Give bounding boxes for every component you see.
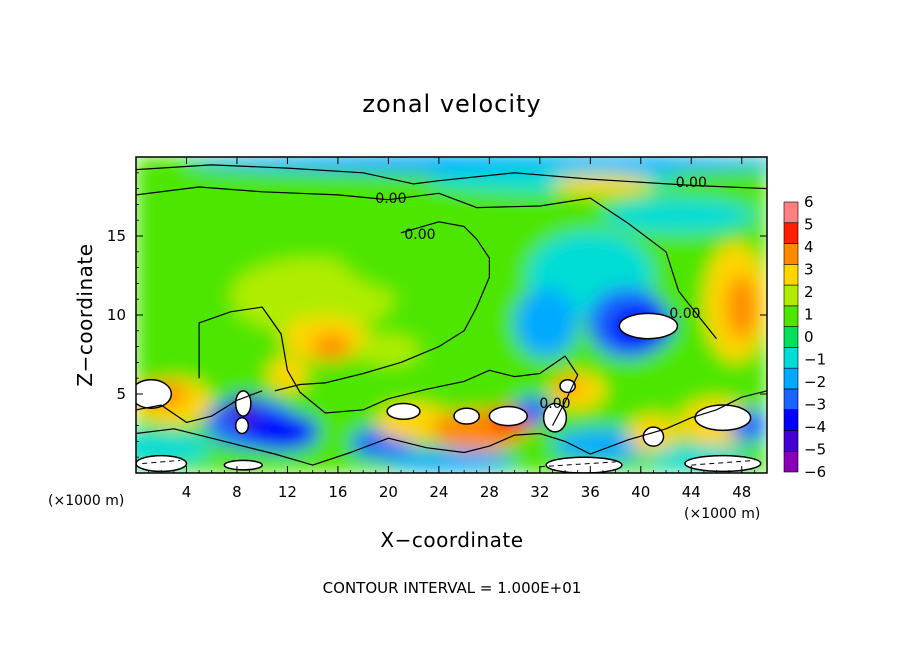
colorbar-tick-label: 3 <box>804 261 814 279</box>
colorbar-swatch <box>783 326 799 348</box>
colorbar-tick-label: 6 <box>804 193 814 211</box>
colorbar-swatch <box>783 305 799 327</box>
velocity-core <box>223 459 263 471</box>
velocity-field-blobs <box>136 157 767 473</box>
velocity-feature <box>552 175 654 195</box>
velocity-field-peaks <box>136 312 762 473</box>
velocity-core <box>694 404 752 432</box>
velocity-core <box>234 416 250 435</box>
colorbar-swatch <box>783 201 799 224</box>
colorbar-tick-label: 5 <box>804 216 814 234</box>
velocity-feature <box>312 333 351 360</box>
colorbar-tick-label: −3 <box>804 396 826 414</box>
y-axis-label: Z−coordinate <box>73 243 97 386</box>
zero-contour <box>136 390 767 466</box>
contour-label: 0.00 <box>669 306 700 322</box>
velocity-feature <box>267 357 308 393</box>
velocity-core <box>386 402 421 421</box>
velocity-feature <box>243 412 319 451</box>
velocity-feature <box>337 204 566 300</box>
contour-lines <box>136 164 767 468</box>
velocity-core <box>684 454 762 473</box>
velocity-feature <box>230 258 395 334</box>
velocity-feature <box>602 198 755 233</box>
colorbar-swatch <box>783 450 799 473</box>
colorbar: 6 5 4 3 2 1 0 −1 −2 −3 −4 −5 −6 <box>783 193 826 481</box>
zero-contour <box>136 164 767 190</box>
velocity-core <box>136 379 173 409</box>
colorbar-swatch <box>783 430 799 452</box>
velocity-core <box>618 312 679 340</box>
colorbar-swatch <box>783 367 799 390</box>
x-axis-ticks: 4 8 12 16 20 24 28 32 36 40 44 48 <box>135 157 768 501</box>
colorbar-swatch <box>783 264 799 286</box>
zero-contour <box>198 306 579 426</box>
x-tick-label: 36 <box>581 483 600 501</box>
velocity-core <box>488 405 528 427</box>
x-axis-label: X−coordinate <box>380 528 523 552</box>
colorbar-swatch <box>783 347 799 369</box>
colorbar-swatch <box>783 409 799 431</box>
y-tick-label: 10 <box>107 306 126 324</box>
x-tick-label: 12 <box>278 483 297 501</box>
colorbar-tick-label: −2 <box>804 373 826 391</box>
colorbar-tick-label: 2 <box>804 283 814 301</box>
x-tick-label: 24 <box>429 483 448 501</box>
negative-contour <box>539 461 616 468</box>
colorbar-swatch <box>783 388 799 410</box>
zero-contour <box>274 221 490 392</box>
velocity-feature <box>356 333 420 366</box>
x-tick-label: 4 <box>182 483 192 501</box>
contour-label: 0.00 <box>676 175 707 191</box>
colorbar-tick-label: −6 <box>804 463 826 481</box>
chart-title: zonal velocity <box>362 90 541 118</box>
colorbar-swatch <box>783 243 799 265</box>
velocity-feature <box>726 275 757 339</box>
contour-label: 0.00 <box>404 227 435 243</box>
velocity-core <box>642 426 665 447</box>
x-tick-label: 16 <box>328 483 347 501</box>
colorbar-swatch <box>783 284 799 307</box>
zero-contour <box>136 390 263 423</box>
velocity-feature <box>148 183 351 225</box>
x-unit-label-right: (×1000 m) <box>684 506 760 522</box>
velocity-feature <box>136 236 212 300</box>
velocity-feature <box>388 449 515 472</box>
y-tick-label: 15 <box>107 227 126 245</box>
colorbar-tick-label: 1 <box>804 306 814 324</box>
x-tick-label: 8 <box>232 483 242 501</box>
contour-label: 0.00 <box>375 191 406 207</box>
contour-label: 0.00 <box>539 396 570 412</box>
colorbar-swatch <box>783 222 799 244</box>
y-axis-ticks: 5 10 15 <box>107 156 767 474</box>
colorbar-tick-label: −5 <box>804 441 826 459</box>
x-tick-label: 20 <box>379 483 398 501</box>
zero-contour <box>136 186 717 340</box>
x-tick-label: 32 <box>530 483 549 501</box>
colorbar-tick-label: 0 <box>804 328 814 346</box>
colorbar-tick-label: −4 <box>804 418 826 436</box>
velocity-feature <box>552 428 654 461</box>
x-tick-label: 40 <box>631 483 650 501</box>
contour-interval-note: CONTOUR INTERVAL = 1.000E+01 <box>323 579 582 597</box>
velocity-field <box>136 157 767 473</box>
velocity-core <box>453 407 481 425</box>
x-tick-label: 44 <box>682 483 701 501</box>
x-tick-label: 28 <box>480 483 499 501</box>
negative-contour <box>142 459 181 464</box>
negative-contour <box>691 459 755 466</box>
contour-labels: 0.00 0.00 0.00 0.00 0.00 <box>375 175 707 412</box>
velocity-core <box>234 390 252 417</box>
x-unit-label-left: (×1000 m) <box>48 493 124 509</box>
x-tick-label: 48 <box>732 483 751 501</box>
colorbar-tick-label: −1 <box>804 351 826 369</box>
y-tick-label: 5 <box>116 385 126 403</box>
velocity-feature <box>514 288 578 358</box>
velocity-core <box>545 456 623 473</box>
colorbar-tick-label: 4 <box>804 238 814 256</box>
